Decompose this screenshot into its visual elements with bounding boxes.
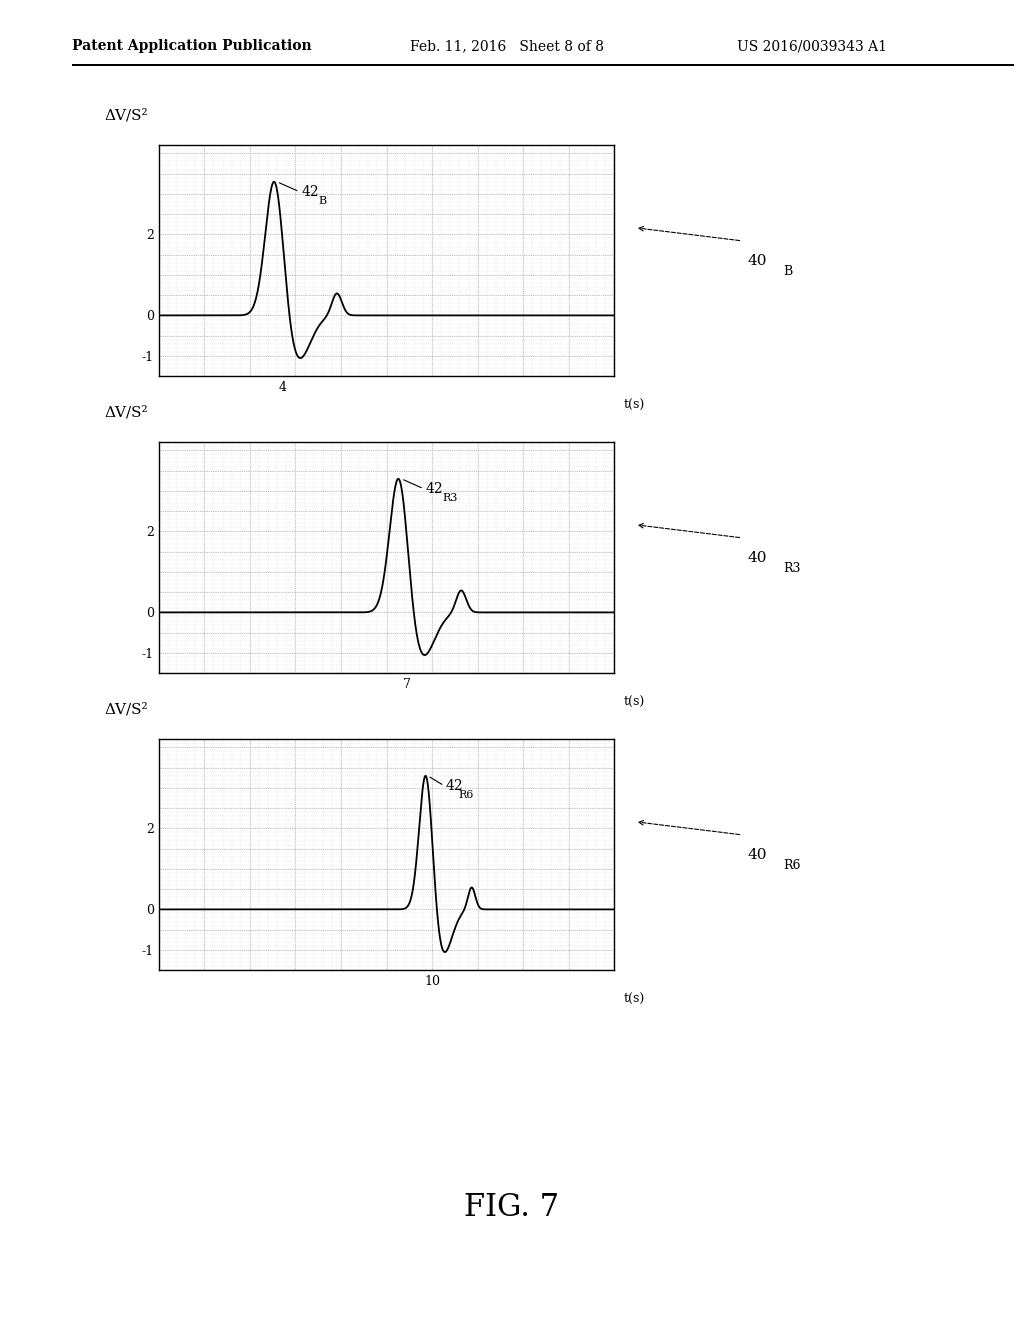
Text: B: B <box>783 265 793 277</box>
Text: R6: R6 <box>783 859 801 871</box>
Text: B: B <box>318 195 327 206</box>
Text: ΔV/S²: ΔV/S² <box>104 405 147 418</box>
Text: t(s): t(s) <box>624 993 645 1006</box>
Text: 42: 42 <box>445 779 464 793</box>
Text: 40: 40 <box>748 550 767 565</box>
Text: ΔV/S²: ΔV/S² <box>104 108 147 121</box>
Text: t(s): t(s) <box>624 400 645 412</box>
Text: 40: 40 <box>748 253 767 268</box>
Text: 42: 42 <box>302 185 319 199</box>
Text: Feb. 11, 2016   Sheet 8 of 8: Feb. 11, 2016 Sheet 8 of 8 <box>410 40 603 53</box>
Text: R3: R3 <box>783 562 801 574</box>
Text: Patent Application Publication: Patent Application Publication <box>72 40 311 53</box>
Text: R3: R3 <box>442 492 458 503</box>
Text: 40: 40 <box>748 847 767 862</box>
Text: FIG. 7: FIG. 7 <box>465 1192 559 1224</box>
Text: 42: 42 <box>426 482 443 496</box>
Text: t(s): t(s) <box>624 697 645 709</box>
Text: ΔV/S²: ΔV/S² <box>104 702 147 715</box>
Text: US 2016/0039343 A1: US 2016/0039343 A1 <box>737 40 887 53</box>
Text: R6: R6 <box>458 789 473 800</box>
